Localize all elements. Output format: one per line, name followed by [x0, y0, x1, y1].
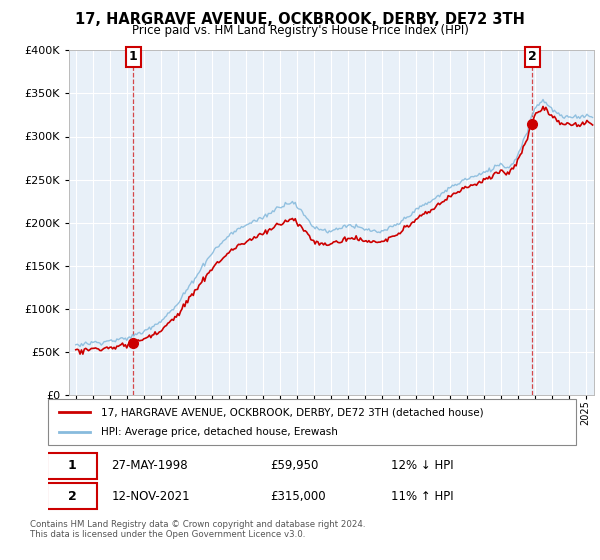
FancyBboxPatch shape [48, 399, 576, 445]
Text: £59,950: £59,950 [270, 460, 318, 473]
Text: 12-NOV-2021: 12-NOV-2021 [112, 489, 190, 502]
Text: 27-MAY-1998: 27-MAY-1998 [112, 460, 188, 473]
Text: 1: 1 [68, 460, 77, 473]
Text: 2: 2 [68, 489, 77, 502]
Text: 17, HARGRAVE AVENUE, OCKBROOK, DERBY, DE72 3TH (detached house): 17, HARGRAVE AVENUE, OCKBROOK, DERBY, DE… [101, 407, 484, 417]
Text: 17, HARGRAVE AVENUE, OCKBROOK, DERBY, DE72 3TH: 17, HARGRAVE AVENUE, OCKBROOK, DERBY, DE… [75, 12, 525, 27]
Text: 2: 2 [528, 50, 537, 63]
FancyBboxPatch shape [47, 483, 97, 509]
Text: Contains HM Land Registry data © Crown copyright and database right 2024.
This d: Contains HM Land Registry data © Crown c… [30, 520, 365, 539]
Text: 11% ↑ HPI: 11% ↑ HPI [391, 489, 454, 502]
Text: 12% ↓ HPI: 12% ↓ HPI [391, 460, 454, 473]
Text: HPI: Average price, detached house, Erewash: HPI: Average price, detached house, Erew… [101, 427, 338, 437]
Text: 1: 1 [129, 50, 137, 63]
FancyBboxPatch shape [47, 453, 97, 479]
Text: Price paid vs. HM Land Registry's House Price Index (HPI): Price paid vs. HM Land Registry's House … [131, 24, 469, 36]
Text: £315,000: £315,000 [270, 489, 325, 502]
